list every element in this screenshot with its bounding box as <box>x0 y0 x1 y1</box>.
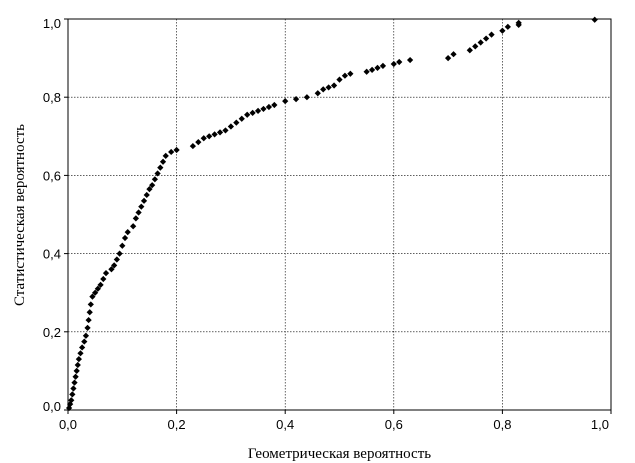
data-point <box>149 182 156 189</box>
x-tick-label: 0,4 <box>276 417 294 432</box>
data-point <box>132 215 139 222</box>
data-point <box>211 131 218 138</box>
data-point <box>222 127 229 134</box>
plot-frame <box>67 18 612 411</box>
y-tick-label: 1,0 <box>43 16 61 31</box>
y-tick-label: 0,0 <box>43 399 61 414</box>
data-point <box>119 242 126 249</box>
data-point <box>216 129 224 136</box>
data-point <box>162 152 169 159</box>
data-point <box>238 115 245 122</box>
x-axis-ticks: 0,0 0,2 0,4 0,6 0,8 1,0 <box>59 410 612 432</box>
data-point <box>244 111 251 118</box>
data-point <box>138 203 145 210</box>
y-tick-label: 0,2 <box>43 325 61 340</box>
data-point <box>157 164 164 171</box>
data-point <box>189 142 197 150</box>
y-tick-label: 0,6 <box>43 168 61 183</box>
grid <box>68 19 611 410</box>
x-tick-label: 1,0 <box>591 417 609 432</box>
y-tick-label: 0,4 <box>43 247 61 262</box>
data-point <box>140 197 148 204</box>
data-point <box>206 133 213 140</box>
data-point <box>135 209 142 216</box>
x-tick-label: 0,0 <box>59 417 77 432</box>
data-point <box>233 119 240 126</box>
x-tick-label: 0,6 <box>385 417 403 432</box>
data-point <box>124 228 131 236</box>
data-point <box>130 223 137 230</box>
x-tick-label: 0,8 <box>493 417 511 432</box>
data-point <box>249 109 256 116</box>
plot-area <box>68 19 611 410</box>
data-point <box>168 148 175 156</box>
y-axis-ticks: 0,0 0,2 0,4 0,6 0,8 1,0 <box>43 16 68 414</box>
data-point <box>159 158 167 165</box>
y-axis-label: Статистическая вероятность <box>12 124 28 306</box>
y-tick-label: 0,8 <box>43 90 61 105</box>
x-tick-label: 0,2 <box>168 417 186 432</box>
data-point <box>143 191 150 199</box>
x-axis-label: Геометрическая вероятность <box>248 446 431 462</box>
